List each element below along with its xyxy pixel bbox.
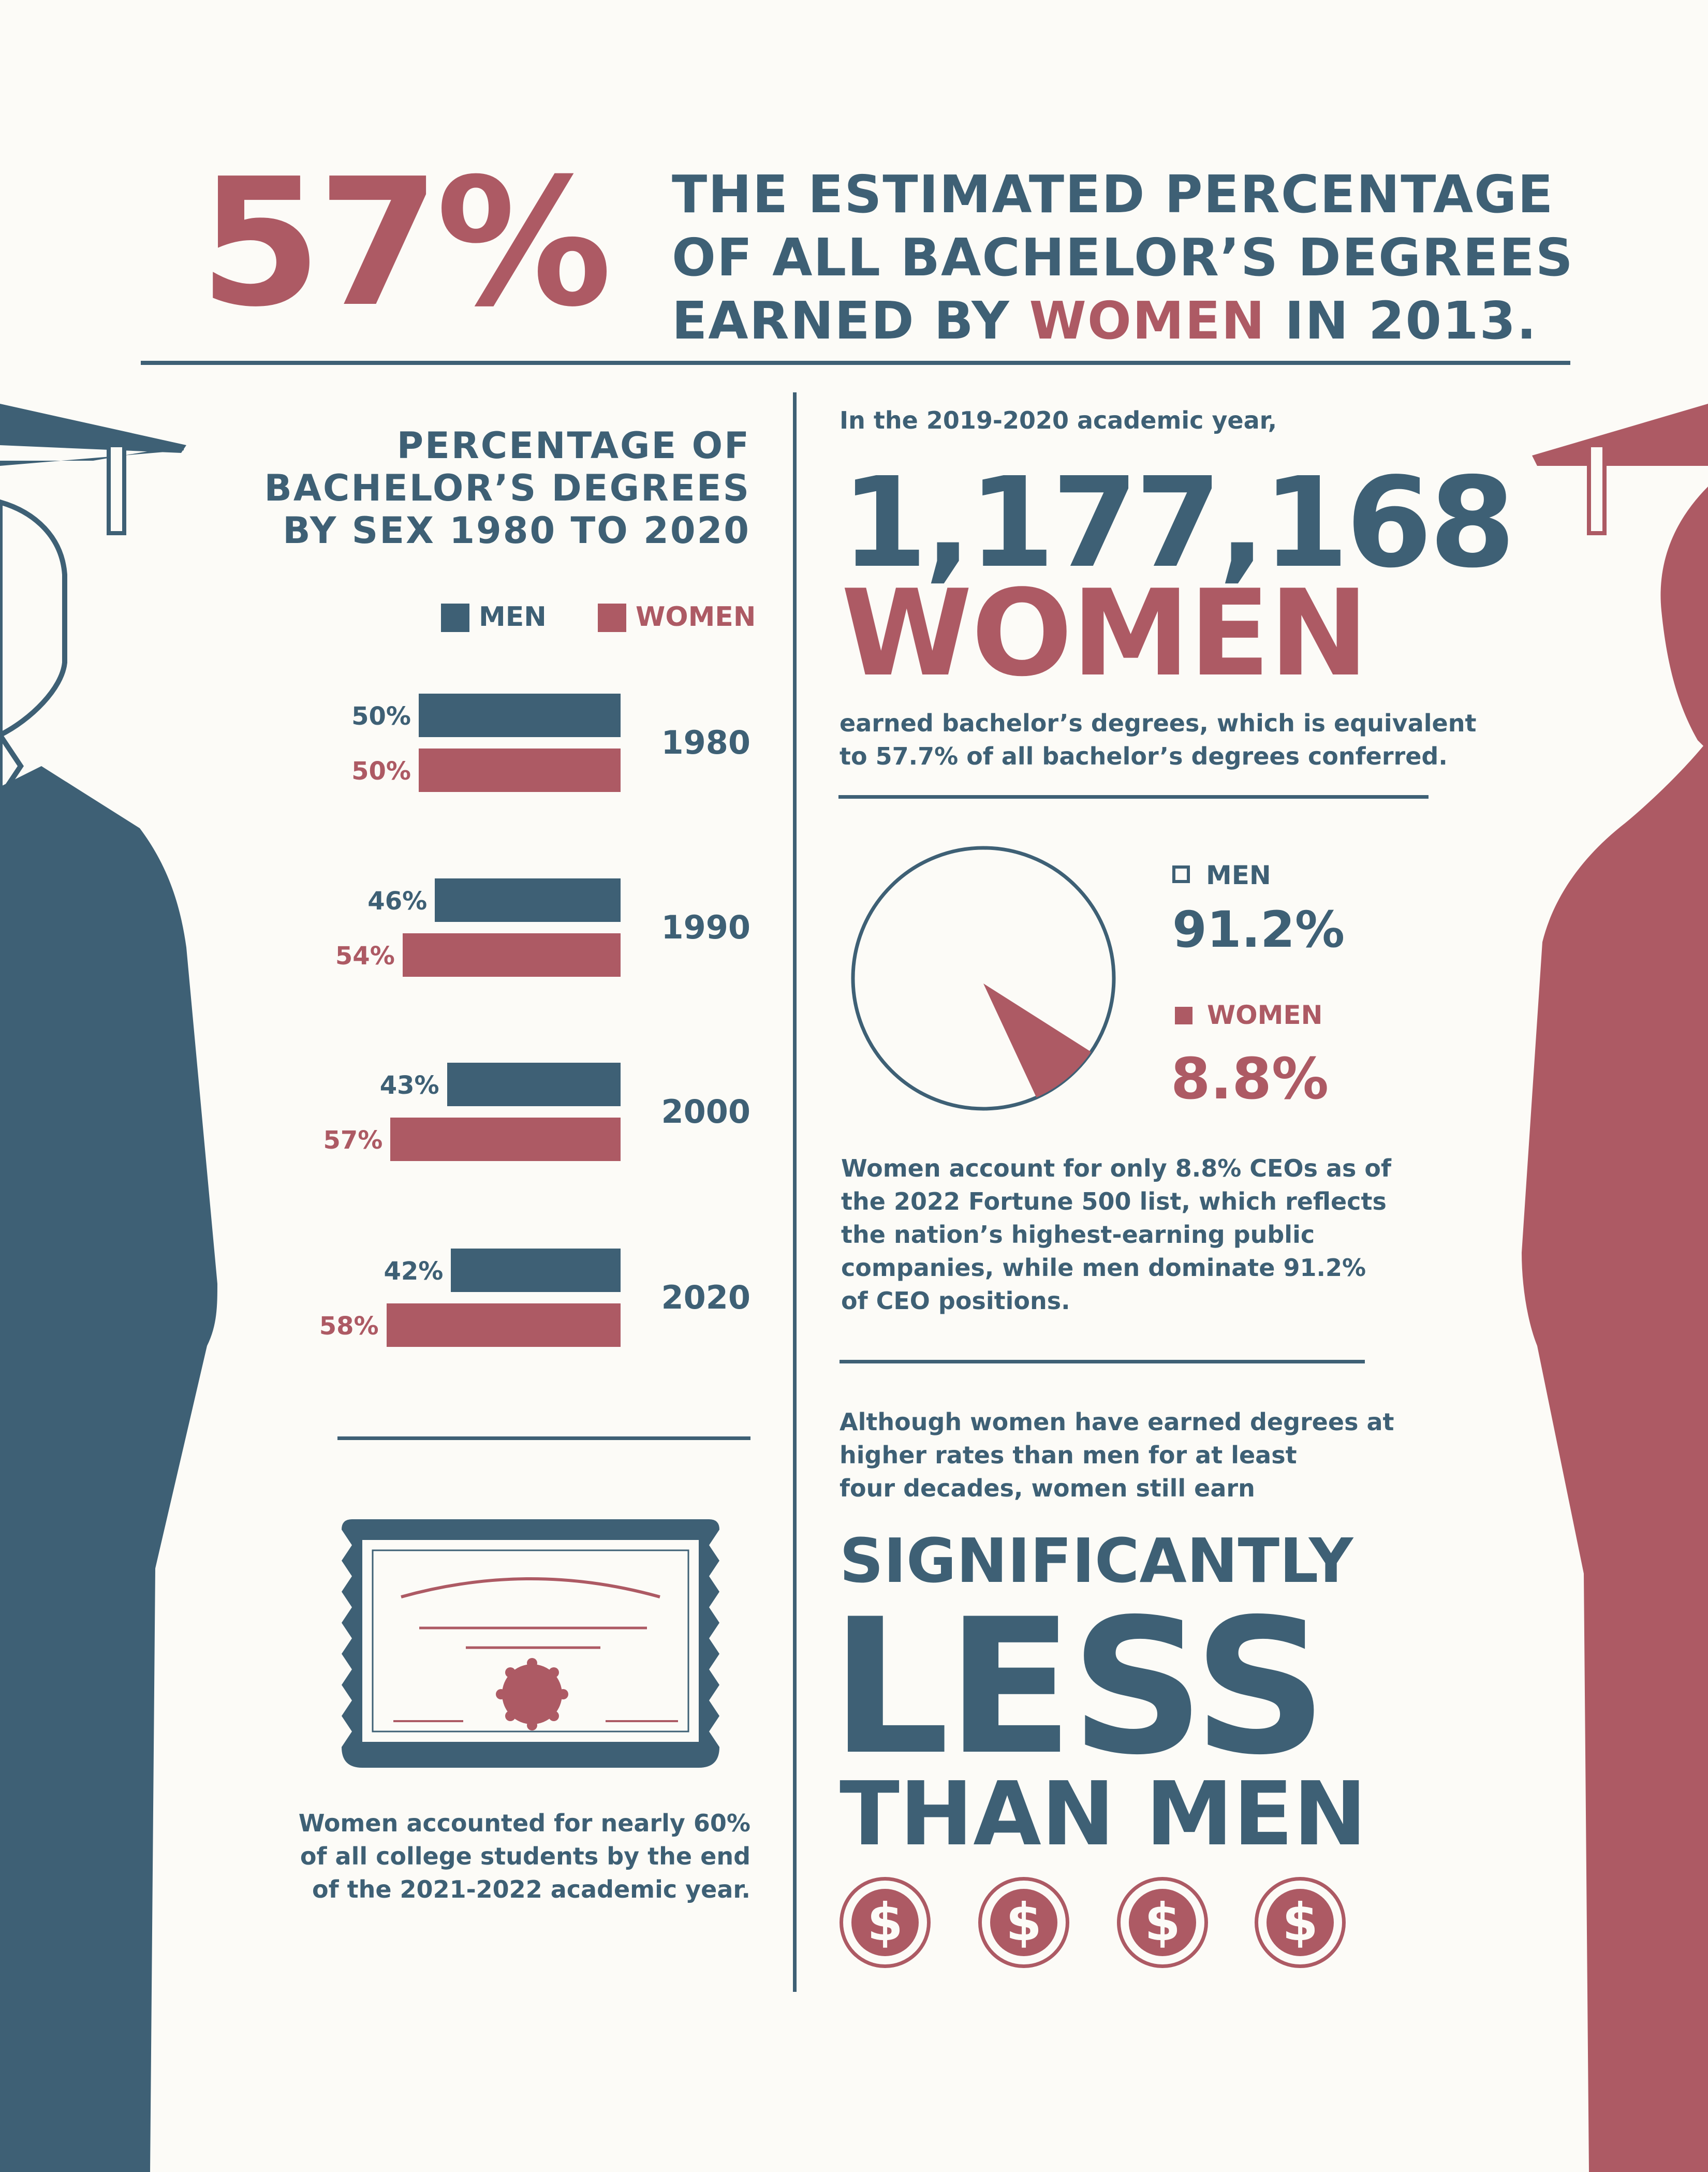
pie-men-value: 91.2% (1172, 901, 1345, 959)
bar-label-men: 43% (379, 1071, 439, 1100)
students-paragraph: Women accounted for nearly 60% of all co… (259, 1807, 750, 1906)
column-divider (793, 392, 797, 1992)
bar-label-women: 57% (323, 1126, 383, 1155)
bar-label-women: 50% (351, 757, 411, 786)
bar-category-label: 2000 (661, 1093, 750, 1131)
headline-highlight-women: WOMEN (1029, 290, 1266, 351)
students-line: of the 2021-2022 academic year. (312, 1875, 750, 1903)
students-line: of all college students by the end (300, 1842, 750, 1870)
earnings-than-men: THAN MEN (840, 1763, 1367, 1866)
headline-percent: 57% (199, 141, 612, 346)
header-divider (141, 361, 1570, 365)
stats-description-line2: to 57.7% of all bachelor’s degrees confe… (840, 742, 1448, 770)
students-line: Women accounted for nearly 60% (298, 1809, 750, 1837)
stats-description: earned bachelor’s degrees, which is equi… (840, 707, 1476, 773)
chart-bottom-divider (337, 1436, 750, 1440)
earnings-paragraph: Although women have earned degrees at hi… (840, 1405, 1394, 1505)
bar-women (419, 749, 621, 792)
headline-line1: THE ESTIMATED PERCENTAGE (672, 164, 1554, 225)
female-graduate-silhouette (1522, 404, 1708, 2172)
earnings-less: LESS (831, 1579, 1328, 1796)
chart-title-line3: BY SEX 1980 TO 2020 (283, 509, 750, 552)
legend-women-label: WOMEN (636, 601, 756, 633)
legend-women-swatch (598, 604, 626, 632)
bar-women (386, 1303, 621, 1347)
male-graduate-silhouette (0, 404, 217, 2172)
stats-divider (838, 795, 1429, 799)
bar-label-men: 46% (367, 887, 428, 916)
dollar-icon: $ (1255, 1877, 1346, 1968)
chart-title: PERCENTAGE OF BACHELOR’S DEGREES BY SEX … (259, 424, 750, 552)
earnings-significantly: SIGNIFICANTLY (840, 1525, 1353, 1596)
headline-line3: EARNED BY WOMEN IN 2013. (672, 289, 1574, 353)
headline-line3-pre: EARNED BY (672, 290, 1029, 351)
dollar-sign: $ (851, 1889, 919, 1956)
bar-women (402, 933, 621, 977)
ceo-line: the nation’s highest-earning public (841, 1221, 1315, 1249)
bar-category-label: 1980 (661, 724, 750, 761)
dollar-icon: $ (978, 1877, 1069, 1968)
headline-line2: OF ALL BACHELOR’S DEGREES (672, 227, 1574, 288)
earnings-line: higher rates than men for at least (840, 1441, 1297, 1469)
ceo-line: the 2022 Fortune 500 list, which reflect… (841, 1187, 1387, 1215)
pie-women-value: 8.8% (1171, 1046, 1329, 1112)
dollar-icon: $ (1117, 1877, 1208, 1968)
bar-chart: 50% 50% 1980 46% 54% 1990 43% 57% 2000 42% 58% 2020 (0, 0, 776, 1398)
pie-slice-women (983, 984, 1092, 1098)
stats-description-line1: earned bachelor’s degrees, which is equi… (840, 709, 1477, 737)
earnings-line: Although women have earned degrees at (840, 1408, 1394, 1436)
bar-men (435, 878, 621, 922)
bar-category-label: 2020 (661, 1279, 750, 1316)
legend-men-swatch (441, 604, 469, 632)
bar-men (451, 1249, 621, 1292)
headline-text: THE ESTIMATED PERCENTAGE OF ALL BACHELOR… (672, 163, 1574, 353)
ceo-divider (840, 1360, 1365, 1363)
ceo-paragraph: Women account for only 8.8% CEOs as of t… (841, 1152, 1391, 1317)
stats-intro: In the 2019-2020 academic year, (840, 406, 1277, 434)
diploma-certificate-icon (342, 1519, 719, 1768)
dollar-sign: $ (1129, 1889, 1196, 1956)
bar-label-women: 58% (319, 1312, 379, 1341)
chart-title-line1: PERCENTAGE OF (396, 424, 750, 467)
dollar-sign: $ (990, 1889, 1057, 1956)
stats-big-number: 1,177,168 (841, 450, 1515, 595)
ceo-line: Women account for only 8.8% CEOs as of (841, 1154, 1392, 1182)
earnings-line: four decades, women still earn (840, 1474, 1255, 1502)
bar-category-label: 1990 (661, 908, 750, 946)
pie-legend-men-swatch (1172, 865, 1190, 883)
stats-big-word: WOMEN (841, 565, 1369, 703)
legend-men-label: MEN (479, 601, 547, 633)
headline-line3-post: IN 2013. (1265, 290, 1538, 351)
bar-label-men: 42% (384, 1257, 444, 1286)
bar-men (447, 1063, 621, 1106)
ceo-line: companies, while men dominate 91.2% (841, 1254, 1366, 1282)
bar-label-women: 54% (335, 942, 395, 971)
pie-legend-women-label: WOMEN (1207, 1000, 1323, 1030)
ceo-line: of CEO positions. (841, 1287, 1070, 1315)
pie-legend-men-label: MEN (1206, 860, 1271, 890)
pie-legend-women-swatch (1175, 1007, 1192, 1024)
bar-label-men: 50% (351, 702, 411, 731)
dollar-sign: $ (1267, 1889, 1334, 1956)
bar-men (419, 694, 621, 737)
chart-title-line2: BACHELOR’S DEGREES (264, 467, 750, 509)
dollar-icon: $ (840, 1877, 931, 1968)
bar-women (390, 1118, 621, 1161)
ceo-pie-chart (851, 846, 1116, 1111)
